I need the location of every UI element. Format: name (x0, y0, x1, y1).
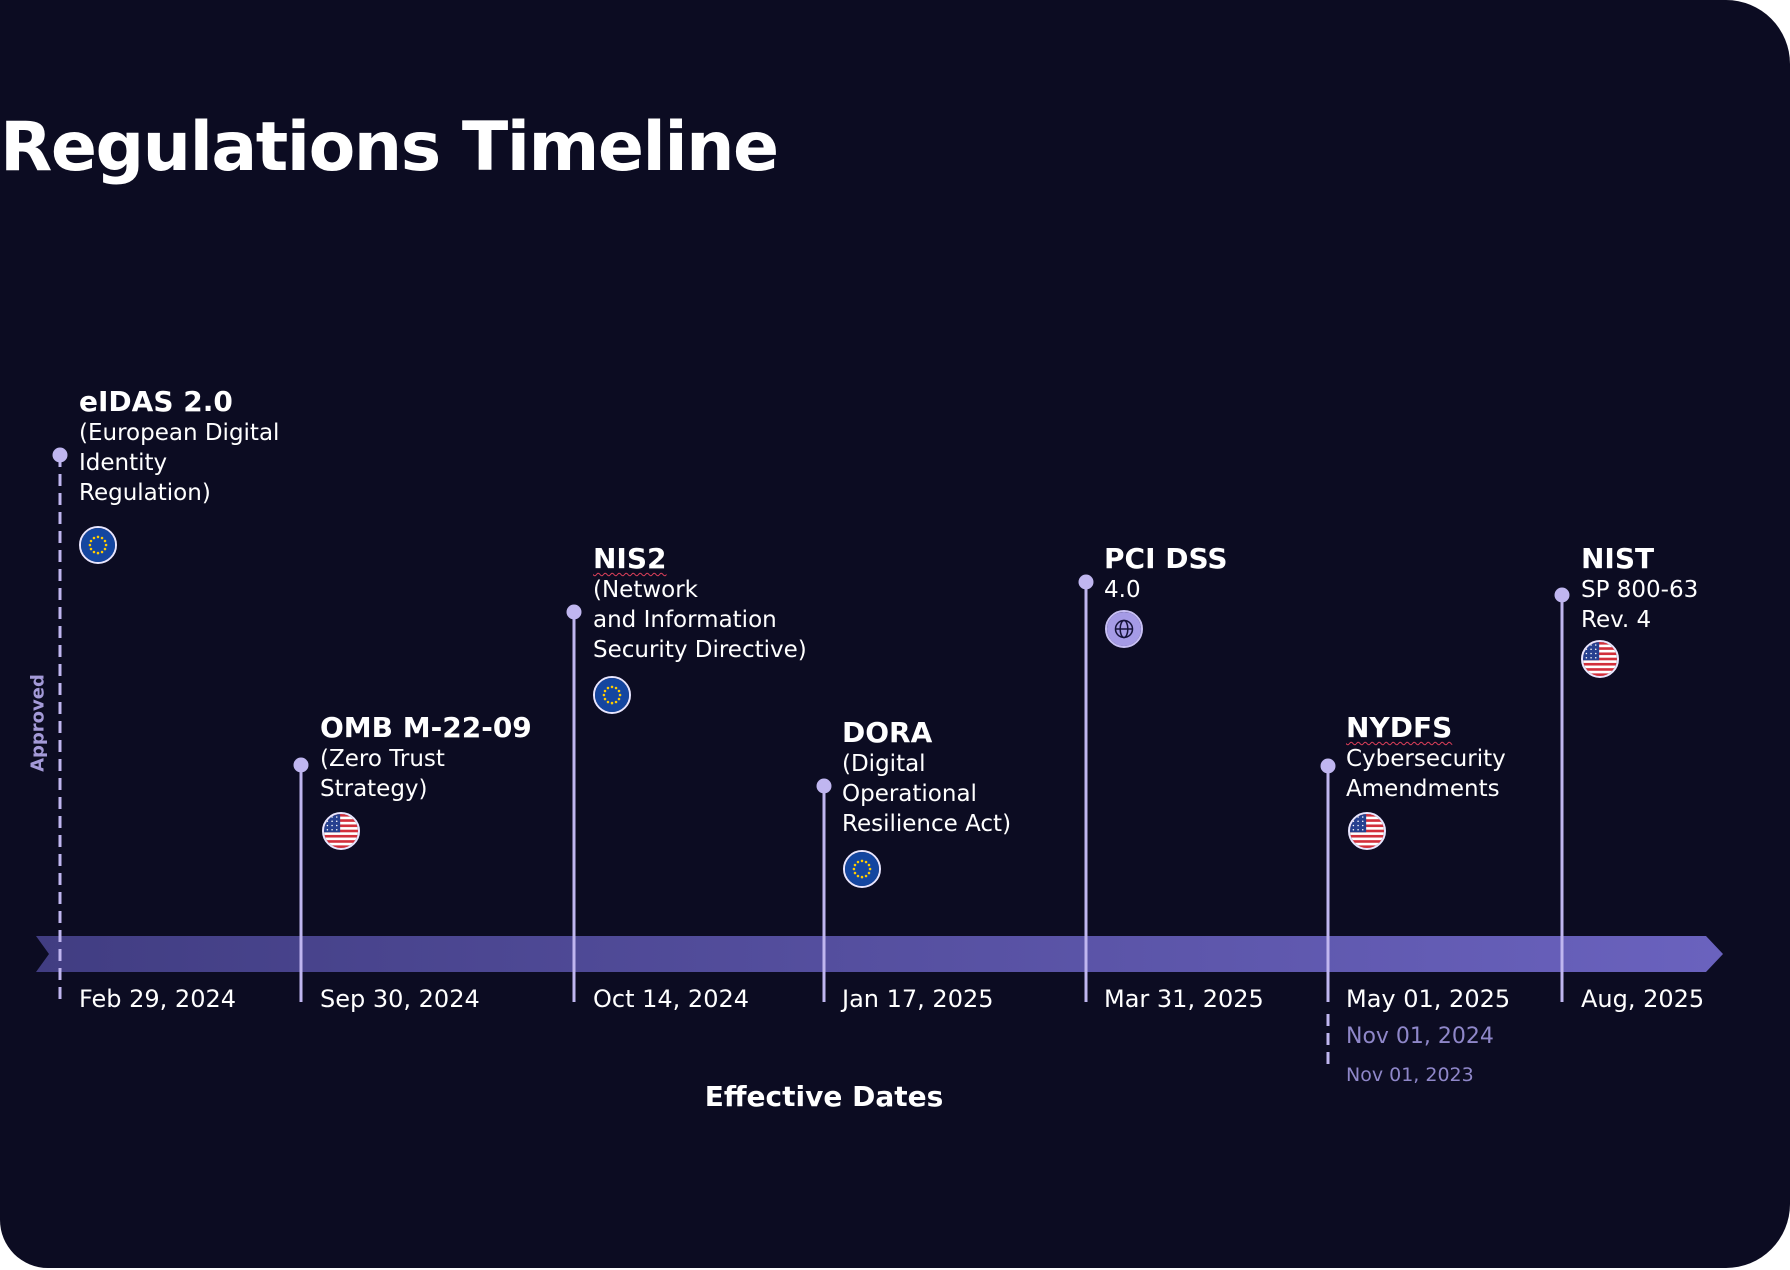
earlier-date-label: Nov 01, 2024 (1346, 1024, 1494, 1049)
event-marker-dot (293, 757, 309, 773)
event-nist: NIST SP 800-63 Rev. 4 (1581, 543, 1698, 635)
effective-dates-axis-label: Effective Dates (704, 1080, 944, 1113)
eu-flag-icon (843, 850, 881, 888)
approved-axis-label: Approved (27, 674, 49, 772)
date-label: Oct 14, 2024 (593, 985, 749, 1013)
event-description-line: 4.0 (1104, 577, 1141, 603)
us-flag-icon (1348, 812, 1386, 850)
event-description-line: Regulation) (79, 480, 211, 506)
event-marker-dot (1320, 758, 1336, 774)
event-description-line: Identity (79, 450, 168, 476)
date-label: Aug, 2025 (1581, 985, 1705, 1013)
eu-flag-icon (79, 526, 117, 564)
event-name: eIDAS 2.0 (79, 385, 233, 418)
event-description-line: SP 800-63 (1581, 577, 1699, 603)
event-marker-dot (1078, 574, 1094, 590)
event-omb: OMB M-22-09 (Zero Trust Strategy) (320, 712, 532, 804)
date-label: Mar 31, 2025 (1104, 985, 1264, 1013)
event-name: DORA (842, 716, 933, 749)
event-nis2: NIS2 (Network and Information Security D… (593, 543, 807, 665)
date-label: Jan 17, 2025 (842, 985, 994, 1013)
event-name: NIST (1581, 542, 1655, 575)
event-description-line: Cybersecurity (1346, 746, 1506, 772)
event-description-line: Amendments (1346, 776, 1500, 802)
globe-icon (1105, 610, 1143, 648)
timeline-stems (52, 447, 1570, 1070)
event-description-line: (Network (593, 577, 699, 603)
event-marker-dot (566, 604, 582, 620)
event-description-line: (Digital (842, 751, 926, 777)
event-description-line: Rev. 4 (1581, 607, 1652, 633)
event-description-line: and Information (593, 607, 777, 633)
event-name: PCI DSS (1104, 542, 1228, 575)
event-name: NYDFS (1346, 711, 1453, 744)
event-dora: DORA (Digital Operational Resilience Act… (842, 717, 1011, 839)
event-name: NIS2 (593, 542, 667, 575)
event-marker-dot (816, 778, 832, 794)
page-title: Regulations Timeline (0, 108, 779, 187)
event-description-line: (European Digital (79, 420, 280, 446)
date-label: Feb 29, 2024 (79, 985, 236, 1013)
date-label: Sep 30, 2024 (320, 985, 480, 1013)
event-description-line: Security Directive) (593, 637, 807, 663)
eu-flag-icon (593, 676, 631, 714)
event-description-line: (Zero Trust (320, 746, 445, 772)
event-nydfs: NYDFS Cybersecurity Amendments (1346, 712, 1506, 804)
us-flag-icon (322, 812, 360, 850)
event-eidas: eIDAS 2.0 (European Digital Identity Reg… (79, 386, 279, 508)
event-description-line: Operational (842, 781, 977, 807)
us-flag-icon (1581, 640, 1619, 678)
event-marker-dot (52, 447, 68, 463)
date-label: May 01, 2025 (1346, 985, 1511, 1013)
event-pci-dss: PCI DSS 4.0 (1104, 543, 1228, 605)
event-description-line: Strategy) (320, 776, 428, 802)
earlier-date-label: Nov 01, 2023 (1346, 1064, 1474, 1086)
event-name: OMB M-22-09 (320, 711, 532, 744)
timeline-axis-arrow (36, 936, 1723, 972)
event-marker-dot (1554, 587, 1570, 603)
event-description-line: Resilience Act) (842, 811, 1012, 837)
